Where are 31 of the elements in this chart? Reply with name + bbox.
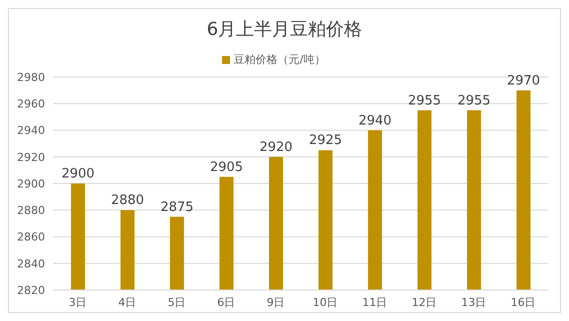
y-tick-label: 2900 <box>17 177 45 190</box>
y-tick-label: 2960 <box>17 98 45 111</box>
data-label: 2940 <box>358 113 392 128</box>
y-tick-label: 2840 <box>17 257 45 270</box>
y-tick-label: 2940 <box>17 124 45 138</box>
legend-label: 豆粕价格（元/吨） <box>234 53 326 66</box>
x-tick-label: 10日 <box>312 296 338 309</box>
data-label: 2880 <box>110 193 144 208</box>
x-tick-label: 12日 <box>412 296 437 309</box>
y-tick-label: 2920 <box>17 150 45 164</box>
chart-title: 6月上半月豆粕价格 <box>206 18 364 42</box>
y-tick-label: 2880 <box>17 204 45 218</box>
y-tick-label: 2820 <box>17 284 45 297</box>
y-tick-label: 2980 <box>17 70 45 84</box>
x-tick-label: 3日 <box>68 296 87 309</box>
data-label: 2955 <box>408 93 442 108</box>
y-tick-label: 2860 <box>17 230 45 244</box>
data-label: 2925 <box>308 133 342 148</box>
x-tick-label: 11日 <box>362 296 388 309</box>
x-tick-label: 16日 <box>510 296 536 309</box>
x-tick-label: 9日 <box>266 296 285 309</box>
x-tick-label: 4日 <box>118 296 136 309</box>
data-label: 2920 <box>259 140 293 155</box>
data-label: 2970 <box>506 73 540 88</box>
data-label: 2875 <box>160 200 194 215</box>
x-tick-label: 13日 <box>461 296 486 309</box>
x-tick-label: 6日 <box>217 296 236 309</box>
x-tick-label: 5日 <box>168 296 186 309</box>
data-label: 2955 <box>457 93 491 108</box>
data-label: 2900 <box>61 166 95 182</box>
data-label: 2905 <box>210 160 244 175</box>
